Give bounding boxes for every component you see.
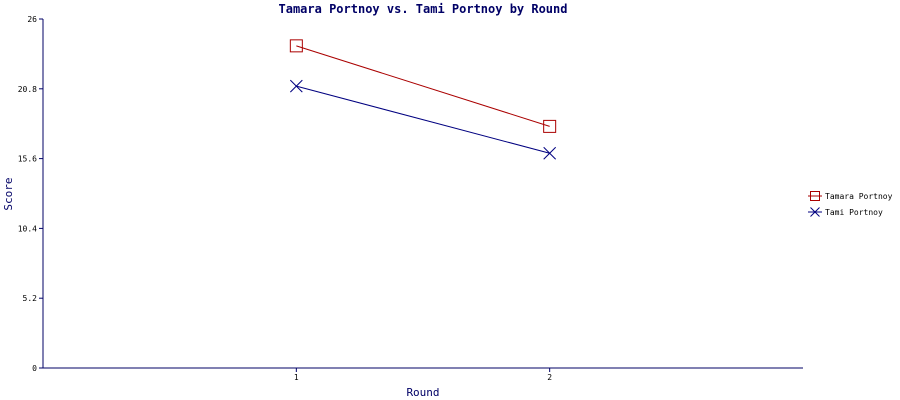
series-line (296, 45, 550, 127)
y-tick-label: 5.2 (23, 294, 38, 303)
legend-label: Tami Portnoy (825, 208, 883, 217)
y-tick-label: 20.8 (18, 85, 37, 94)
y-tick-label: 26 (27, 15, 37, 24)
legend-item: Tami Portnoy (808, 207, 883, 217)
data-point-marker (543, 119, 557, 133)
y-tick-label: 0 (32, 364, 37, 373)
x-tick-label: 1 (294, 373, 299, 382)
legend-label: Tamara Portnoy (825, 192, 893, 201)
series-layer (289, 39, 557, 160)
y-tick-label: 15.6 (18, 155, 37, 164)
legend-marker (810, 191, 820, 201)
y-axis-ticks: 0 5.2 10.4 15.6 20.8 26 (18, 15, 43, 373)
legend: Tamara Portnoy Tami Portnoy (808, 191, 893, 217)
data-point-marker (289, 39, 303, 53)
series-line (296, 85, 550, 154)
x-tick-label: 2 (547, 373, 552, 382)
legend-item: Tamara Portnoy (808, 191, 893, 201)
y-tick-label: 10.4 (18, 224, 37, 233)
data-point-marker (543, 146, 557, 160)
chart-title: Tamara Portnoy vs. Tami Portnoy by Round (279, 2, 568, 16)
data-point-marker (289, 79, 303, 93)
x-axis-label: Round (406, 386, 439, 399)
legend-marker (810, 207, 820, 217)
y-axis-label: Score (2, 177, 15, 210)
